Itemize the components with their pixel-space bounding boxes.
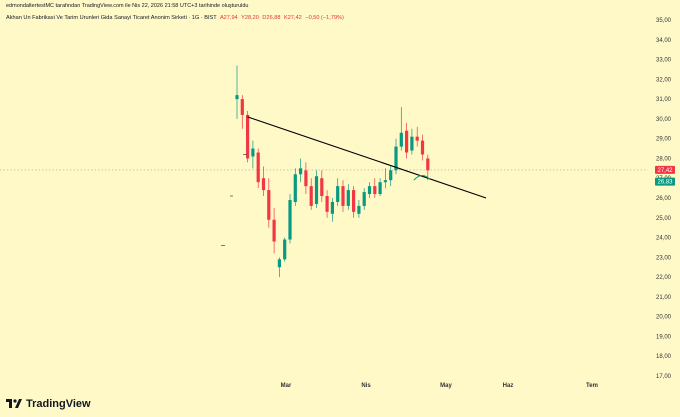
candle-body	[309, 186, 313, 206]
x-tick-label: Haz	[503, 383, 514, 389]
y-tick-label: 34,00	[656, 38, 672, 44]
candle-body	[320, 178, 324, 197]
candle-body	[256, 152, 260, 183]
candle-body	[336, 186, 340, 202]
candle-body	[399, 132, 403, 147]
candle-body	[304, 170, 308, 187]
candle-body	[420, 140, 425, 155]
y-tick-label: 18,00	[656, 354, 672, 360]
y-tick-label: 32,00	[656, 77, 672, 83]
candle-body	[394, 146, 398, 171]
candle-body	[272, 219, 276, 242]
y-tick-label: 26,00	[656, 196, 672, 202]
y-tick-label: 31,00	[656, 97, 672, 103]
y-tick-label: 35,00	[656, 18, 672, 24]
price-label-box	[655, 177, 675, 186]
y-tick-label: 21,00	[656, 295, 672, 301]
x-axis: Mar Nis May Haz Tem	[281, 383, 598, 389]
tradingview-logo-icon	[6, 399, 22, 408]
drawings-layer[interactable]	[221, 116, 487, 246]
ohlc-low: D26,88	[262, 15, 281, 21]
candle-body	[299, 168, 303, 175]
ohlc-close: K27,42	[284, 15, 302, 21]
x-tick-label: Tem	[586, 383, 598, 389]
candle-body	[357, 205, 361, 214]
candle-body	[330, 201, 334, 214]
x-tick-label: May	[440, 383, 452, 389]
y-tick-label: 24,00	[656, 236, 672, 242]
candle-body	[410, 136, 414, 151]
x-tick-label: Nis	[361, 383, 371, 389]
y-tick-label: 28,00	[656, 156, 672, 162]
y-tick-label: 20,00	[656, 315, 672, 321]
candle-body	[378, 182, 382, 195]
y-tick-label: 19,00	[656, 334, 672, 340]
candle-body	[383, 180, 387, 183]
candle-body	[261, 178, 266, 191]
y-axis: 35,00 34,00 33,00 32,00 31,00 30,00 29,00 28,00…	[656, 18, 672, 380]
trendline	[247, 116, 487, 199]
tradingview-logo[interactable]: TradingView	[6, 398, 91, 410]
candle-body	[293, 174, 297, 202]
price-label-box	[655, 165, 675, 174]
ohlc-change: −0,50 (−1,79%)	[305, 15, 344, 21]
candle-body	[240, 99, 244, 115]
candle-body	[277, 259, 281, 268]
candle-body	[405, 130, 409, 153]
y-tick-label: 30,00	[656, 117, 672, 123]
candle-body	[325, 196, 329, 212]
symbol-title-row: Akhan Un Fabrikasi Ve Tarim Urunleri Gid…	[6, 15, 346, 21]
candle-body	[389, 170, 393, 181]
candle-body	[367, 186, 372, 195]
y-tick-label: 25,00	[656, 216, 672, 222]
candle-body	[235, 95, 239, 100]
candle-body	[362, 192, 366, 206]
x-tick-label: Mar	[281, 383, 292, 389]
candle-body	[246, 114, 250, 159]
price-label-text: 26,83	[657, 180, 673, 186]
y-tick-label: 17,00	[656, 374, 672, 380]
candle-body	[341, 186, 345, 206]
chart-attribution: edmondaltertestMC tarafından TradingView…	[6, 3, 249, 9]
y-tick-label: 23,00	[656, 255, 672, 261]
y-tick-label: 29,00	[656, 137, 672, 143]
price-label-text: 27,42	[657, 168, 673, 174]
ohlc-high: Y28,20	[241, 15, 259, 21]
brand-name: TradingView	[26, 398, 91, 410]
candle-body	[415, 136, 419, 141]
y-tick-label: 22,00	[656, 275, 672, 281]
candle-body	[267, 190, 271, 220]
candle-body	[352, 190, 356, 212]
candle-body	[314, 176, 319, 204]
candle-body	[251, 148, 255, 157]
ohlc-open: A27,94	[219, 15, 238, 21]
price-labels: 27,42 26,83	[655, 165, 675, 186]
candles-layer	[235, 65, 430, 278]
candle-body	[283, 239, 287, 260]
candle-body	[288, 199, 292, 240]
arc-marker	[413, 175, 431, 181]
y-tick-label: 33,00	[656, 58, 672, 64]
candle-body	[373, 186, 377, 195]
symbol-title[interactable]: Akhan Un Fabrikasi Ve Tarim Urunleri Gid…	[6, 15, 217, 21]
candle-body	[346, 190, 350, 206]
candle-body	[426, 158, 430, 171]
